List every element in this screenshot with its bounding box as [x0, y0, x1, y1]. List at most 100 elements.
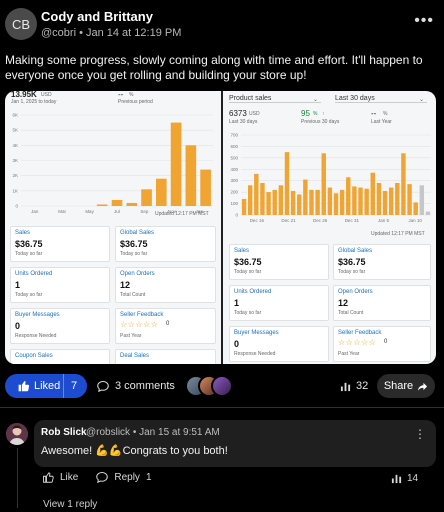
stat-units-ordered[interactable]: Units Ordered 1 Today so far: [10, 267, 110, 303]
daily-chart-bar[interactable]: [254, 173, 259, 215]
daily-chart-bar[interactable]: [266, 192, 271, 215]
daily-chart-bar[interactable]: [346, 177, 351, 215]
more-options-icon[interactable]: •••: [414, 12, 434, 29]
comment-bar-chart-icon: [391, 474, 402, 484]
stat-buyer-messages[interactable]: Buyer Messages 0 Response Needed: [10, 308, 110, 344]
post-image[interactable]: 13.95K USD Jan 1, 2025 to today -- % Pre…: [5, 91, 436, 364]
right-updated-text: Updated 12:17 PM MST: [371, 231, 425, 237]
share-button[interactable]: Share: [377, 374, 435, 398]
author-handle-date: @cobri • Jan 14 at 12:19 PM: [41, 27, 182, 39]
comment-actions: Like Reply 1: [42, 471, 152, 483]
stat-seller-feedback[interactable]: Seller Feedback ☆☆☆☆☆ 0 Past Year: [115, 308, 216, 344]
view-replies-link[interactable]: View 1 reply: [43, 499, 98, 510]
daily-chart-bar[interactable]: [425, 211, 431, 215]
like-count[interactable]: 7: [71, 380, 78, 392]
r-feedback-stars: ☆☆☆☆☆: [338, 338, 377, 347]
daily-chart-bar[interactable]: [388, 187, 394, 215]
r-stat-units-ordered[interactable]: Units Ordered 1 Today so far: [229, 285, 329, 321]
daily-chart-bar[interactable]: [370, 172, 375, 215]
author-avatar[interactable]: CB: [5, 8, 37, 40]
kpi-yoy-unit: %: [383, 111, 388, 117]
ytd-sales-chart: 0 1K 2K 3K 4K 5K 6K Jan Mar May Jul Sep Nov Jan: [12, 113, 213, 214]
ytd-chart-bar[interactable]: [185, 145, 197, 206]
daily-chart-bar[interactable]: [339, 189, 345, 215]
daily-chart-bar[interactable]: [284, 152, 290, 215]
daily-chart-bar[interactable]: [241, 199, 247, 215]
daily-chart-bar[interactable]: [321, 153, 326, 215]
author-name[interactable]: Cody and Brittany: [41, 9, 153, 24]
post-body-text: Making some progress, slowly coming alon…: [5, 53, 423, 82]
stat-open-orders-value: 12: [120, 280, 131, 290]
r-stat-sales[interactable]: Sales $36.75 Today so far: [229, 244, 329, 280]
like-label: Liked: [34, 380, 61, 392]
stat-sales[interactable]: Sales $36.75 Today so far: [10, 226, 110, 262]
ytd-chart-y-tick-label: 5K: [12, 128, 18, 133]
metric-chevron-down-icon: ⌄: [313, 97, 319, 103]
range-select[interactable]: Last 30 days: [335, 95, 427, 103]
daily-chart-bar[interactable]: [297, 194, 302, 215]
ytd-chart-bar[interactable]: [170, 122, 182, 206]
ytd-chart-bar[interactable]: [141, 189, 152, 206]
daily-chart-bar[interactable]: [272, 189, 277, 215]
daily-chart-bar[interactable]: [364, 188, 369, 215]
kpi-growth-value: 95: [301, 109, 310, 118]
r-stat-seller-feedback[interactable]: Seller Feedback ☆☆☆☆☆ 0 Past Year: [333, 326, 431, 362]
daily-chart-bar[interactable]: [303, 179, 308, 215]
daily-chart-bar[interactable]: [333, 193, 339, 215]
commenter-avatar[interactable]: [6, 423, 28, 445]
r-stat-open-orders-title: Open Orders: [338, 289, 373, 295]
stat-global-sales[interactable]: Global Sales $36.75 Today so far: [115, 226, 216, 262]
r-stat-buyer-messages[interactable]: Buyer Messages 0 Response Needed: [229, 326, 329, 362]
daily-chart-bar[interactable]: [395, 183, 400, 215]
comment-thumbs-up-icon[interactable]: [42, 471, 54, 483]
daily-chart-bar[interactable]: [382, 191, 388, 215]
like-button[interactable]: Liked 7: [5, 374, 87, 398]
r-stat-global-sales[interactable]: Global Sales $36.75 Today so far: [333, 244, 431, 280]
stat-seller-feedback-title: Seller Feedback: [120, 312, 164, 318]
daily-chart-bar[interactable]: [327, 187, 333, 215]
comment-author[interactable]: Rob Slick: [41, 427, 87, 438]
ytd-chart-bar[interactable]: [126, 202, 138, 206]
r-stat-open-orders[interactable]: Open Orders 12 Total Count: [333, 285, 431, 321]
stat-open-orders-title: Open Orders: [120, 271, 155, 277]
comment-more-options-icon[interactable]: ⋮: [414, 427, 426, 441]
reactor-avatars[interactable]: [185, 375, 235, 397]
ytd-chart-bar[interactable]: [111, 199, 123, 206]
kpi-yoy-value: --: [371, 109, 377, 118]
r-stat-seller-feedback-title: Seller Feedback: [338, 330, 382, 336]
metric-select[interactable]: Product sales: [229, 95, 321, 103]
daily-chart-bar[interactable]: [309, 189, 314, 215]
ytd-chart-bar[interactable]: [200, 169, 211, 206]
daily-chart-bar[interactable]: [358, 187, 363, 215]
kpi-yoy-sub: Last Year: [371, 119, 392, 125]
daily-chart-bar[interactable]: [290, 191, 296, 215]
comments-button[interactable]: 3 comments: [97, 377, 175, 395]
ytd-chart-bar[interactable]: [155, 178, 167, 206]
stat-coupon-sales-title: Coupon Sales: [15, 353, 53, 359]
daily-chart-bar[interactable]: [278, 185, 284, 215]
daily-chart-bar[interactable]: [247, 185, 253, 215]
comment-meta: @robslick • Jan 15 at 9:51 AM: [86, 427, 220, 438]
daily-chart-bar[interactable]: [419, 185, 425, 215]
r-stat-sales-value: $36.75: [234, 257, 262, 267]
comment-like-button[interactable]: Like: [60, 471, 79, 483]
daily-chart-bar[interactable]: [315, 189, 320, 215]
daily-chart-bar[interactable]: [376, 183, 382, 215]
daily-chart-bar[interactable]: [401, 153, 406, 215]
daily-chart-bar[interactable]: [407, 184, 412, 215]
daily-chart-bar[interactable]: [413, 202, 418, 215]
kpi-growth-sub: Previous 30 days: [301, 119, 340, 125]
ytd-chart-bar[interactable]: [96, 204, 108, 206]
stat-open-orders[interactable]: Open Orders 12 Total Count: [115, 267, 216, 303]
reply-bubble-icon[interactable]: [96, 471, 109, 483]
stat-buyer-messages-value: 0: [15, 321, 21, 331]
stat-deal-sales[interactable]: Deal Sales: [115, 349, 216, 364]
comment-reply-button[interactable]: Reply: [114, 471, 140, 483]
stat-coupon-sales[interactable]: Coupon Sales: [10, 349, 110, 364]
dashboard-right-panel: Product sales ⌄ Last 30 days ⌄ 6373 USD …: [223, 91, 436, 364]
daily-chart-bar[interactable]: [352, 186, 357, 215]
ytd-sales-value: 13.95K: [11, 91, 37, 99]
stat-global-sales-value: $36.75: [120, 239, 148, 249]
daily-chart-bar[interactable]: [260, 183, 265, 215]
ytd-chart-y-tick-label: 4K: [12, 143, 18, 148]
